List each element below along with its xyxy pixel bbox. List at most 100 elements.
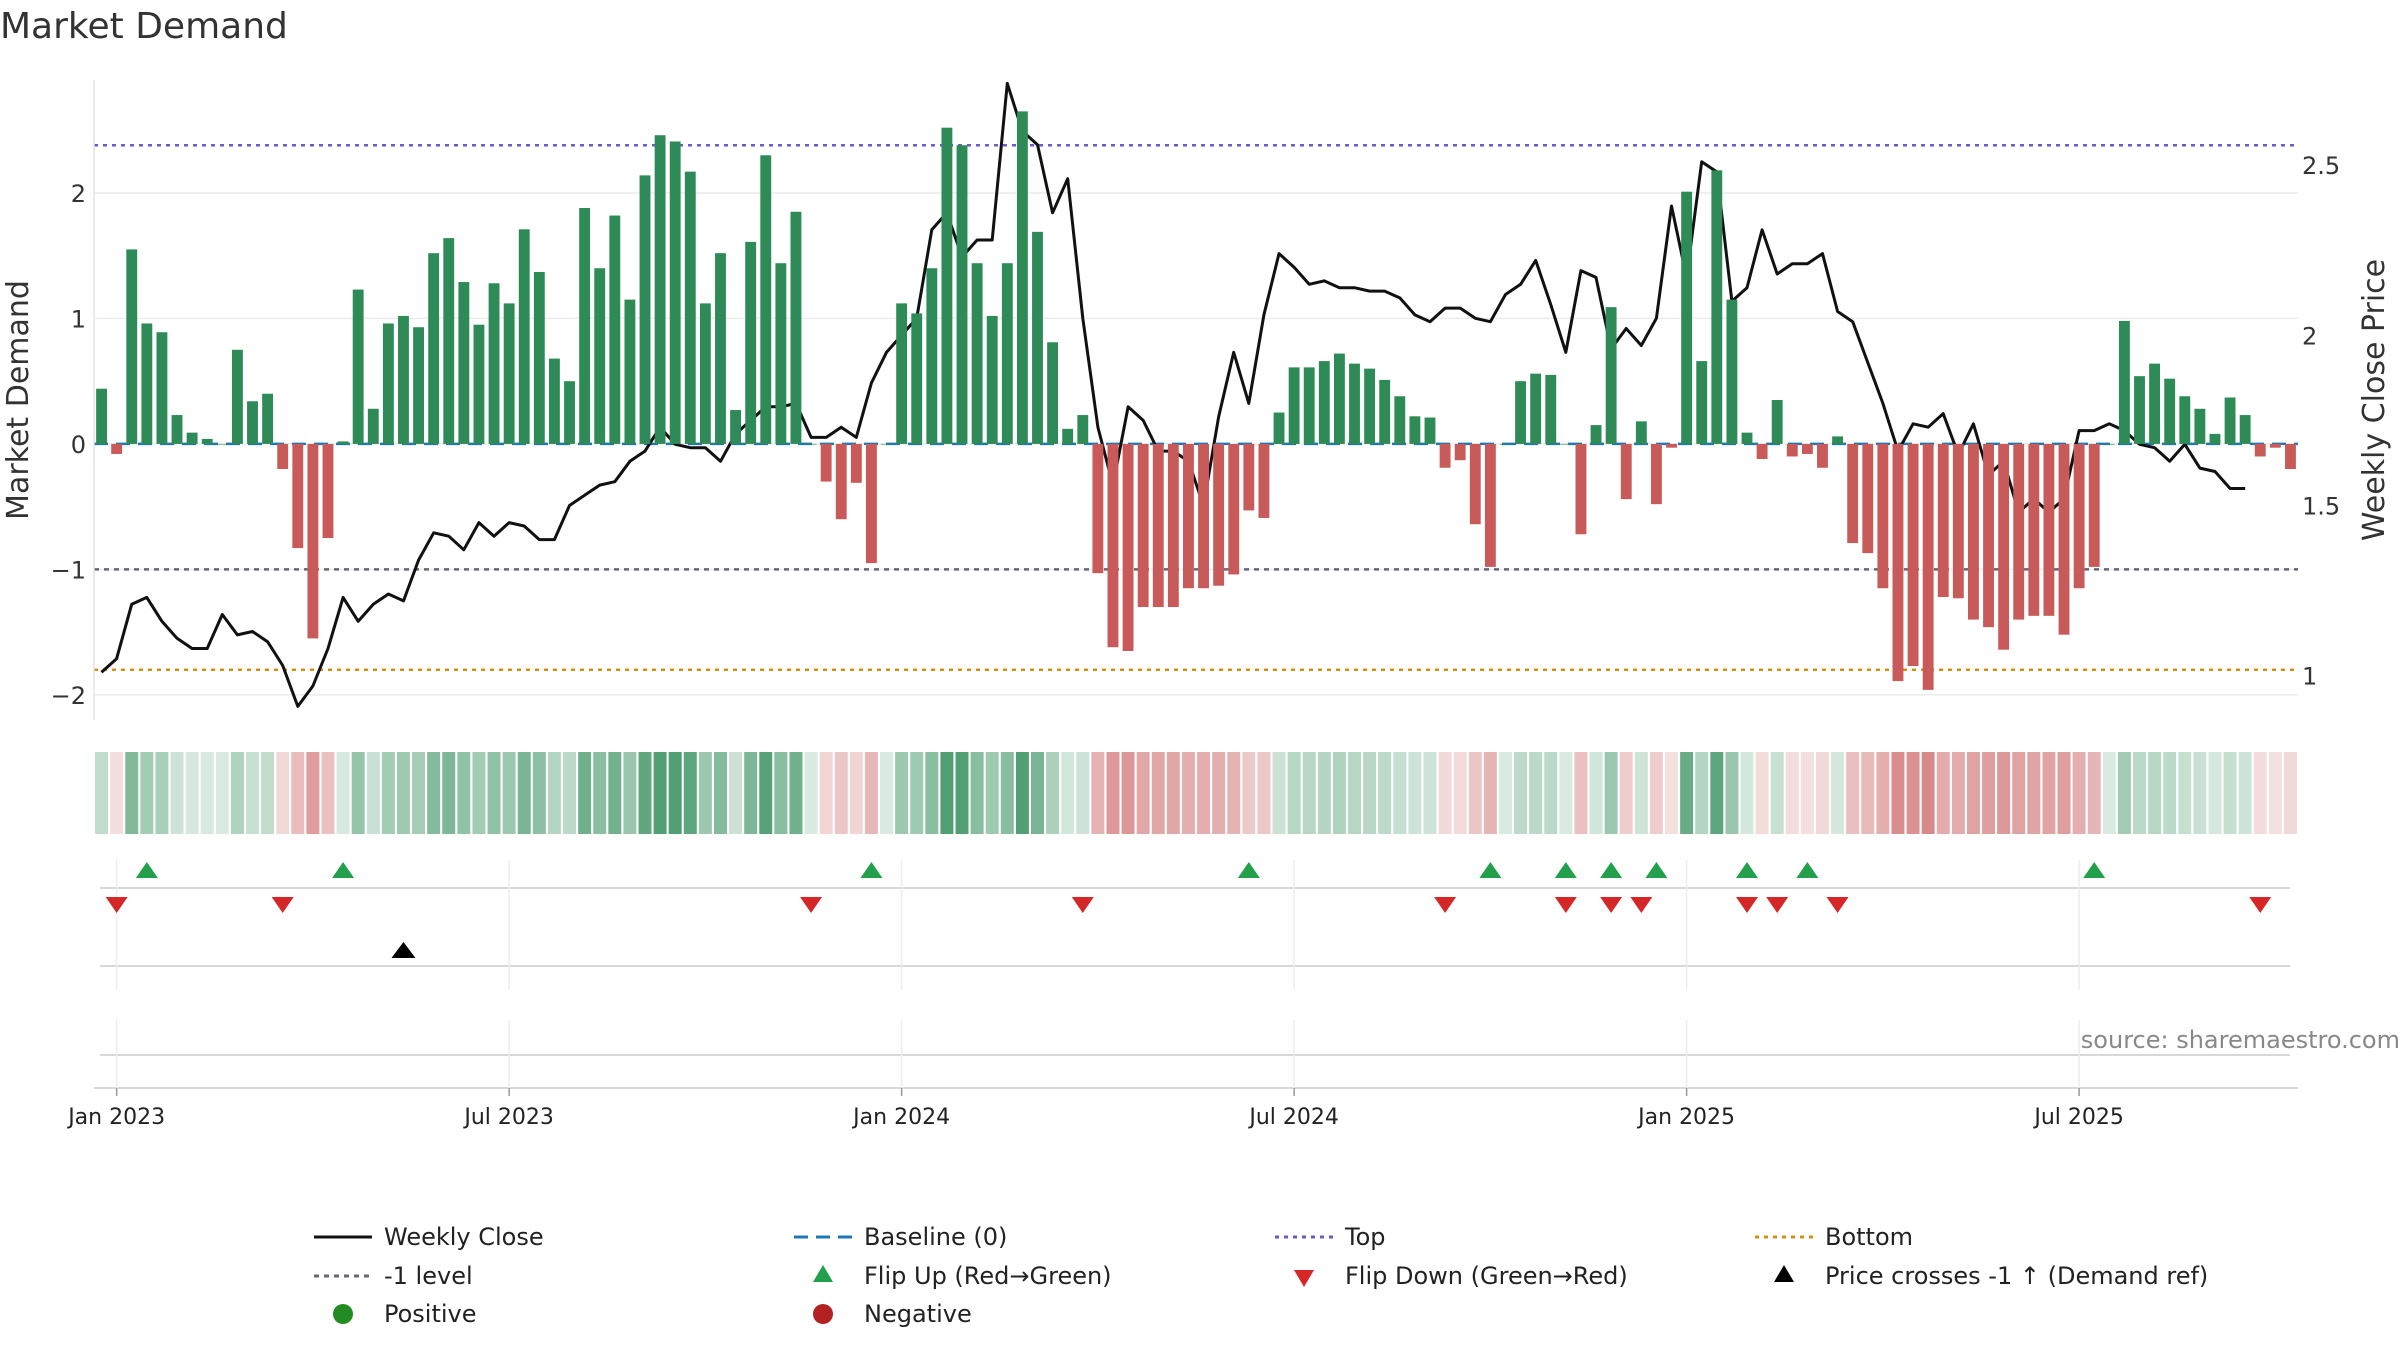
heat-cell [2148, 752, 2162, 834]
demand-bar [428, 253, 440, 444]
heat-cell [1906, 752, 1920, 834]
demand-bar [2058, 443, 2070, 635]
legend-bottom: Bottom [1825, 1223, 1914, 1251]
demand-bar [292, 443, 304, 549]
heat-cell [1785, 752, 1799, 834]
demand-bar [1016, 111, 1028, 444]
demand-bar [1968, 443, 1979, 620]
demand-bar [926, 268, 938, 444]
legend-flip-up-icon [813, 1265, 833, 1282]
demand-bar [322, 443, 334, 539]
demand-bar [488, 283, 500, 444]
heat-cell [2072, 752, 2086, 834]
demand-bar [1575, 443, 1587, 535]
demand-bar [2224, 397, 2236, 444]
heat-cell [2238, 752, 2252, 834]
heat-cell [1770, 752, 1784, 834]
demand-bar [609, 215, 621, 444]
heat-cell [396, 752, 410, 834]
heat-cell [804, 752, 818, 834]
heat-cell [744, 752, 758, 834]
demand-bar [1364, 368, 1376, 444]
heat-cell [336, 752, 350, 834]
demand-bar [156, 332, 168, 444]
heat-cell [1634, 752, 1648, 834]
heat-cell [985, 752, 999, 834]
demand-bar [1424, 417, 1436, 444]
heat-cell [925, 752, 939, 834]
heat-cell [351, 752, 365, 834]
heat-cell [1212, 752, 1226, 834]
heat-cell [1891, 752, 1905, 834]
x-axis: Jan 2023 Jul 2023 Jan 2024 Jul 2024 Jan 2025… [66, 1088, 2124, 1130]
y-axes: −2 −1 0 1 2 1 1.5 2 2.5 [51, 80, 2340, 720]
flip-down-marker [800, 897, 823, 913]
heat-cell [1332, 752, 1346, 834]
reference-lines [94, 144, 2298, 672]
heat-cell [472, 752, 486, 834]
y-tick-left-label: 0 [71, 431, 86, 459]
demand-bar [745, 241, 757, 444]
y-tick-right-label: 2 [2302, 322, 2317, 350]
demand-bar [1213, 443, 1225, 586]
demand-bar [171, 415, 183, 444]
demand-bar [247, 401, 258, 444]
flip-down-marker [1630, 897, 1653, 913]
heat-cell [563, 752, 577, 834]
flip-up-marker [860, 862, 883, 878]
heat-cell [427, 752, 441, 834]
demand-bar [1907, 443, 1919, 667]
legend-top: Top [1345, 1223, 1386, 1251]
heat-cell [1197, 752, 1211, 834]
heat-cell [2087, 752, 2101, 834]
demand-bar [715, 253, 726, 444]
heat-cell [1483, 752, 1497, 834]
heat-cell [1831, 752, 1845, 834]
heat-cell [578, 752, 592, 834]
demand-bar [1937, 443, 1949, 598]
demand-bar [277, 443, 289, 470]
demand-bar [896, 303, 908, 444]
demand-bar [820, 443, 832, 482]
demand-bar [2028, 443, 2040, 616]
heat-cell [1680, 752, 1694, 834]
heat-cell [1665, 752, 1679, 834]
heat-cell [1997, 752, 2011, 834]
demand-bar [2194, 408, 2206, 444]
heat-cell [306, 752, 320, 834]
legend-flip-down-icon [1294, 1270, 1314, 1287]
demand-bar [413, 327, 424, 444]
heat-cell [608, 752, 622, 834]
heat-cell [1846, 752, 1860, 834]
demand-bar [1801, 443, 1813, 454]
demand-bar [1998, 443, 2010, 650]
demand-bar [1273, 412, 1285, 444]
heat-cell [246, 752, 259, 834]
demand-bar [111, 443, 123, 454]
x-tick-label: Jul 2024 [1247, 1105, 1339, 1130]
heat-cell [2253, 752, 2267, 834]
demand-bar [1318, 361, 1330, 444]
heat-cell [2283, 752, 2297, 834]
demand-bar [2269, 443, 2281, 448]
demand-bar [2013, 443, 2025, 620]
heat-cell [2042, 752, 2056, 834]
heat-cell [1604, 752, 1618, 834]
demand-bar [367, 408, 379, 444]
demand-bar [2239, 415, 2251, 444]
heat-cell [155, 752, 169, 834]
demand-bar [1877, 443, 1889, 589]
demand-bar [2088, 443, 2100, 567]
demand-bar [1469, 443, 1481, 525]
demand-bar [398, 315, 409, 444]
heat-cell [502, 752, 516, 834]
demand-bar [1952, 443, 1964, 599]
heat-cell [547, 752, 561, 834]
heat-cell [1423, 752, 1437, 834]
demand-bar [443, 238, 455, 444]
heat-cell [759, 752, 773, 834]
heat-cell [381, 752, 395, 834]
x-tick-label: Jan 2023 [66, 1105, 165, 1130]
flip-down-marker [1071, 897, 1094, 913]
y-tick-left-label: 1 [71, 305, 86, 333]
